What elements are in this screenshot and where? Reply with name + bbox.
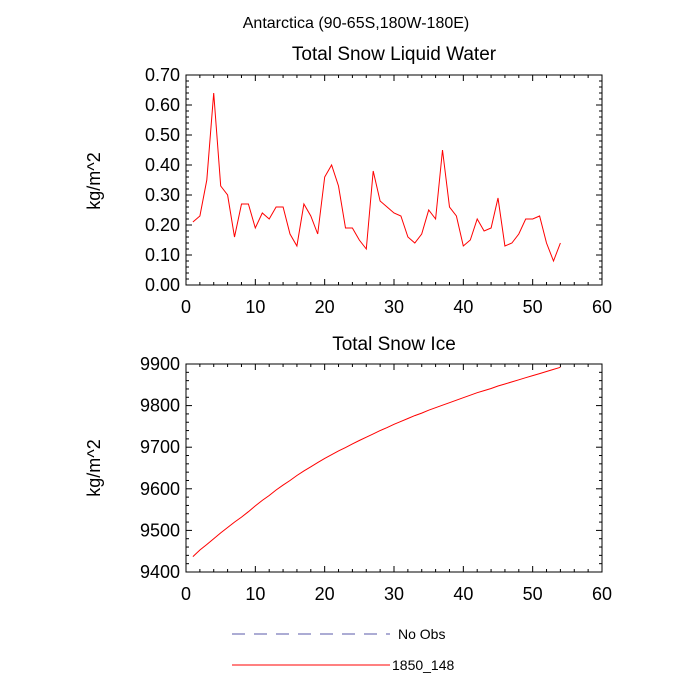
axis-ticks [185, 363, 603, 573]
y-tick-label: 9400 [140, 562, 180, 582]
y-axis-label: kg/m^2 [84, 439, 104, 496]
axis-tick-labels: 0 10 20 30 40 50 60 0.00 0.10 0.20 0.30 0.40 0.50 0.6… [145, 65, 612, 317]
y-tick-label: 0.70 [145, 65, 180, 85]
axis-tick-labels: 0 10 20 30 40 50 60 9400 9500 9600 9700 9800 9900 [140, 354, 612, 604]
x-tick-label: 30 [384, 297, 404, 317]
y-tick-label: 0.30 [145, 185, 180, 205]
series-layer [192, 92, 561, 263]
x-tick-label: 60 [592, 297, 612, 317]
x-tick-label: 50 [523, 297, 543, 317]
x-tick-label: 40 [453, 584, 473, 604]
plot-frame [185, 74, 603, 286]
y-tick-label: 9900 [140, 354, 180, 374]
legend-label-1850-148: 1850_148 [392, 657, 455, 673]
snow-ice-chart: Total Snow Ice kg/m^2 0 10 20 30 40 50 60 9400 9… [84, 334, 612, 604]
chart-title: Total Snow Liquid Water [292, 44, 497, 65]
y-tick-label: 0.50 [145, 125, 180, 145]
y-axis-label: kg/m^2 [84, 152, 104, 209]
x-tick-label: 30 [384, 584, 404, 604]
y-tick-label: 9500 [140, 520, 180, 540]
y-tick-label: 9700 [140, 437, 180, 457]
x-tick-label: 60 [592, 584, 612, 604]
x-tick-label: 10 [245, 584, 265, 604]
legend: No Obs 1850_148 [232, 626, 455, 673]
x-tick-label: 10 [245, 297, 265, 317]
chart-title: Total Snow Ice [332, 334, 456, 355]
y-tick-label: 0.20 [145, 215, 180, 235]
y-tick-label: 9800 [140, 396, 180, 416]
axis-ticks [185, 74, 603, 286]
x-tick-label: 0 [181, 297, 191, 317]
snow-liquid-water-chart: Total Snow Liquid Water kg/m^2 0 10 20 30 40… [84, 44, 612, 317]
plot-frame [185, 363, 603, 573]
x-tick-label: 20 [315, 584, 335, 604]
series-layer [192, 366, 561, 557]
series-line-1850_148 [192, 92, 561, 263]
y-tick-label: 0.10 [145, 245, 180, 265]
x-tick-label: 40 [453, 297, 473, 317]
y-tick-label: 9600 [140, 479, 180, 499]
x-tick-label: 20 [315, 297, 335, 317]
x-tick-label: 50 [523, 584, 543, 604]
x-tick-label: 0 [181, 584, 191, 604]
y-tick-label: 0.00 [145, 275, 180, 295]
figure-suptitle: Antarctica (90-65S,180W-180E) [243, 15, 469, 32]
y-tick-label: 0.40 [145, 155, 180, 175]
series-line-1850_148 [192, 366, 561, 557]
y-tick-label: 0.60 [145, 95, 180, 115]
legend-label-no-obs: No Obs [398, 626, 445, 642]
